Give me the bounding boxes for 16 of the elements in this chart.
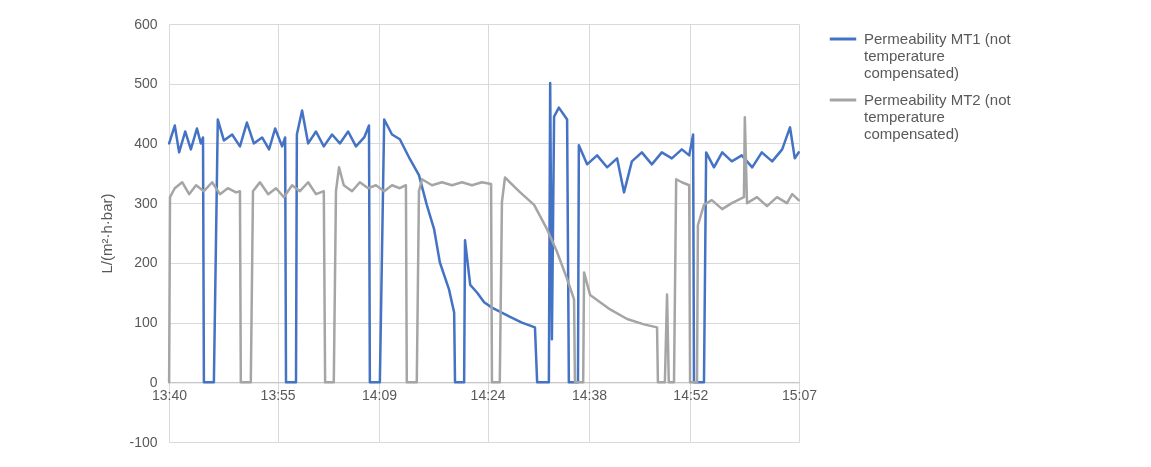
- y-tick-label: 500: [134, 75, 158, 92]
- x-tick-label: 15:07: [781, 386, 818, 403]
- x-tick-label: 14:09: [361, 386, 398, 403]
- y-tick-label: 600: [134, 15, 158, 32]
- x-tick-label: 14:52: [673, 386, 709, 403]
- x-tick-label: 14:24: [470, 386, 506, 403]
- x-tick-label: 13:55: [260, 386, 296, 403]
- legend-label: Permeability MT1 (not temperature compensated): [864, 30, 1012, 81]
- y-tick-label: 100: [134, 314, 158, 331]
- y-tick-label: -100: [129, 433, 158, 450]
- y-axis-title: L/(m²·h·bar): [98, 193, 116, 274]
- y-tick-label: 300: [134, 194, 158, 211]
- legend-label: Permeability MT2 (not temperature compensated): [864, 91, 1012, 142]
- x-tick-label: 14:38: [571, 386, 608, 403]
- y-tick-label: 200: [134, 254, 158, 271]
- y-tick-label: 400: [134, 134, 158, 151]
